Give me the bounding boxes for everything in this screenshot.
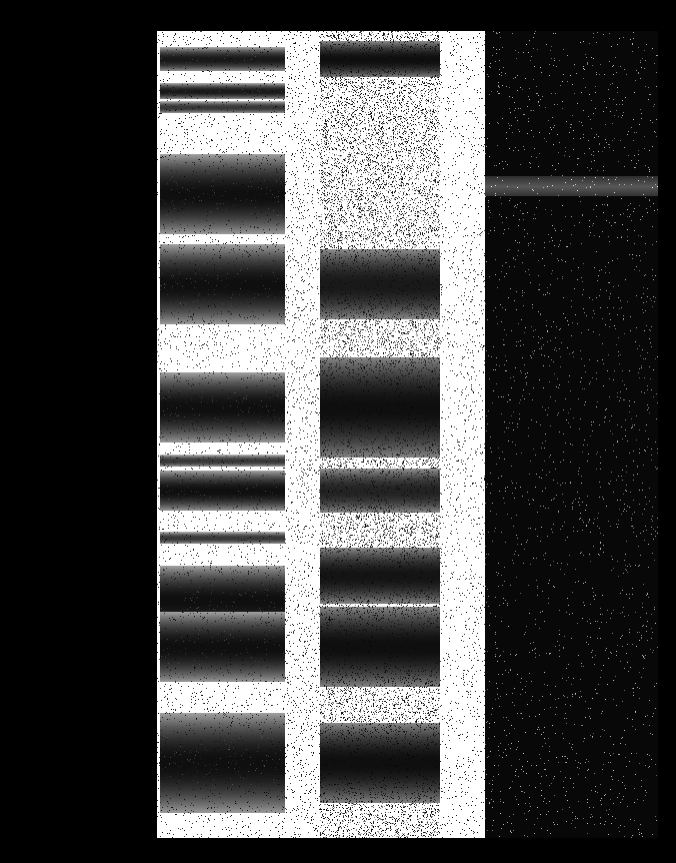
Text: 170 kDa: 170 kDa	[84, 96, 145, 109]
Text: 25 kDa: 25 kDa	[93, 757, 145, 770]
Text: 70 kDa: 70 kDa	[93, 401, 145, 414]
Text: 1: 1	[384, 9, 395, 27]
Text: 40 kDa: 40 kDa	[93, 595, 145, 608]
Text: 130 kDa: 130 kDa	[84, 188, 145, 201]
Text: M: M	[211, 9, 229, 27]
Text: 100 kDa: 100 kDa	[84, 279, 145, 292]
Text: 35 kDa: 35 kDa	[93, 640, 145, 653]
Text: 2: 2	[564, 9, 576, 27]
Text: 55 kDa: 55 kDa	[93, 484, 145, 497]
